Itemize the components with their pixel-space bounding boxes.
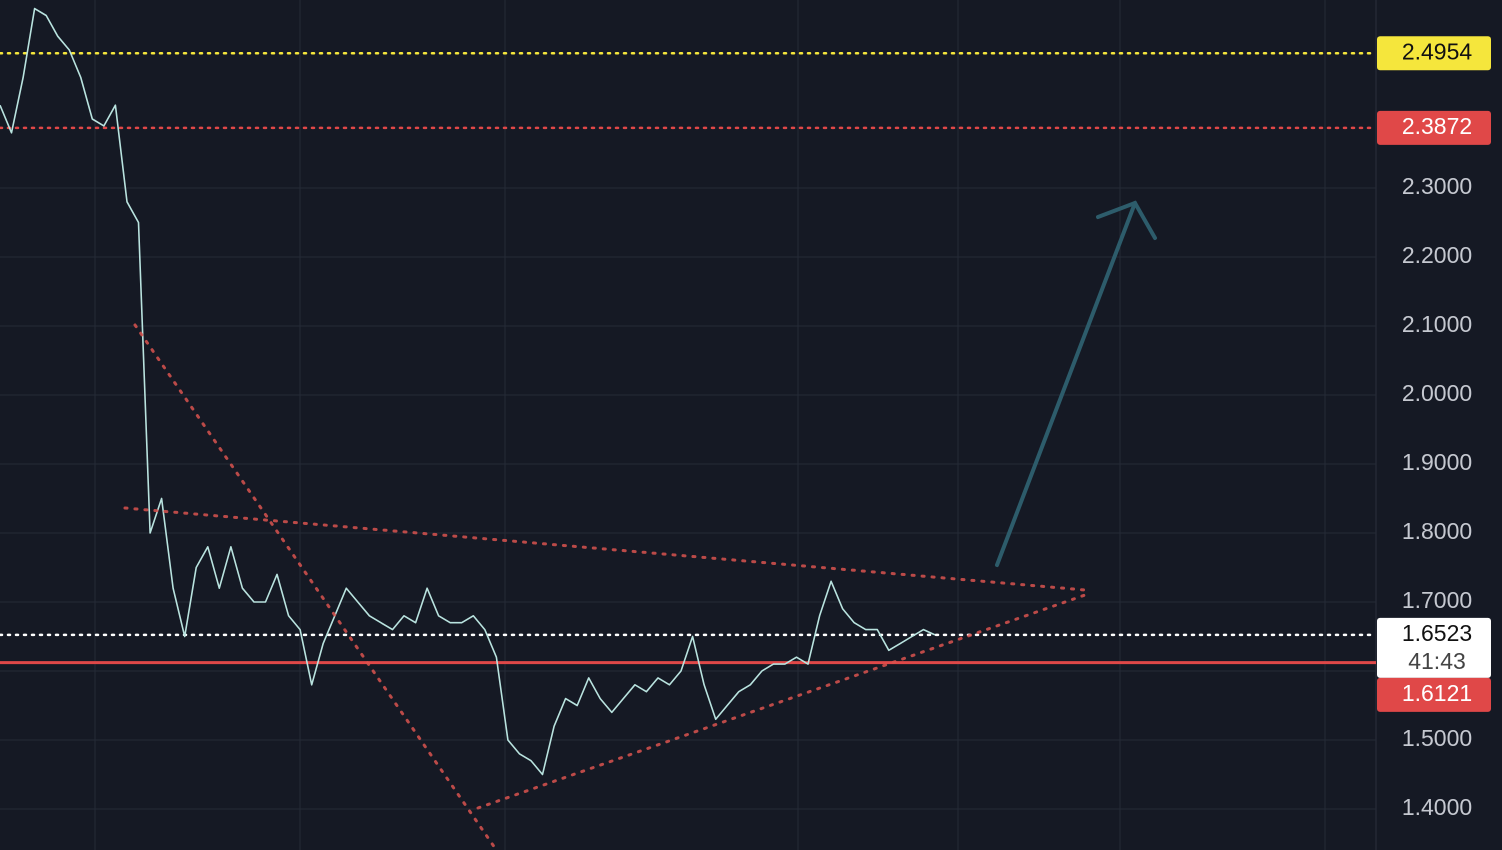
y-tick-label: 1.4000 — [1402, 794, 1472, 820]
price-label: 2.3872 — [1402, 113, 1472, 139]
countdown: 41:43 — [1408, 648, 1466, 674]
arrow-shaft — [995, 201, 1137, 567]
price-line — [0, 7, 936, 776]
trend-line — [476, 593, 1087, 810]
y-tick-label: 2.0000 — [1402, 380, 1472, 406]
y-tick-label: 2.1000 — [1402, 311, 1472, 337]
y-tick-label: 2.2000 — [1402, 242, 1472, 268]
series — [0, 7, 936, 776]
trend-line — [133, 323, 497, 850]
y-tick-label: 1.5000 — [1402, 725, 1472, 751]
y-tick-label: 2.3000 — [1402, 173, 1472, 199]
projection-arrow — [995, 200, 1157, 567]
y-tick-label: 1.7000 — [1402, 587, 1472, 613]
price-label: 1.6523 — [1402, 620, 1472, 646]
y-tick-label: 1.9000 — [1402, 449, 1472, 475]
grid — [0, 187, 1376, 810]
arrow-head — [1096, 200, 1157, 240]
y-tick-label: 1.8000 — [1402, 518, 1472, 544]
price-axis: 1.40001.50001.60001.70001.80001.90002.00… — [1377, 36, 1491, 820]
price-label-box — [1377, 677, 1491, 712]
price-label-box — [1377, 617, 1491, 678]
price-label: 2.4954 — [1402, 38, 1473, 64]
price-label-box — [1377, 110, 1491, 145]
price-label: 1.6121 — [1402, 680, 1472, 706]
trend-lines — [123, 323, 1087, 850]
levels — [0, 51, 1378, 665]
trend-line — [123, 506, 1087, 592]
vertical-grid — [94, 0, 1326, 850]
price-label-box — [1377, 36, 1491, 71]
